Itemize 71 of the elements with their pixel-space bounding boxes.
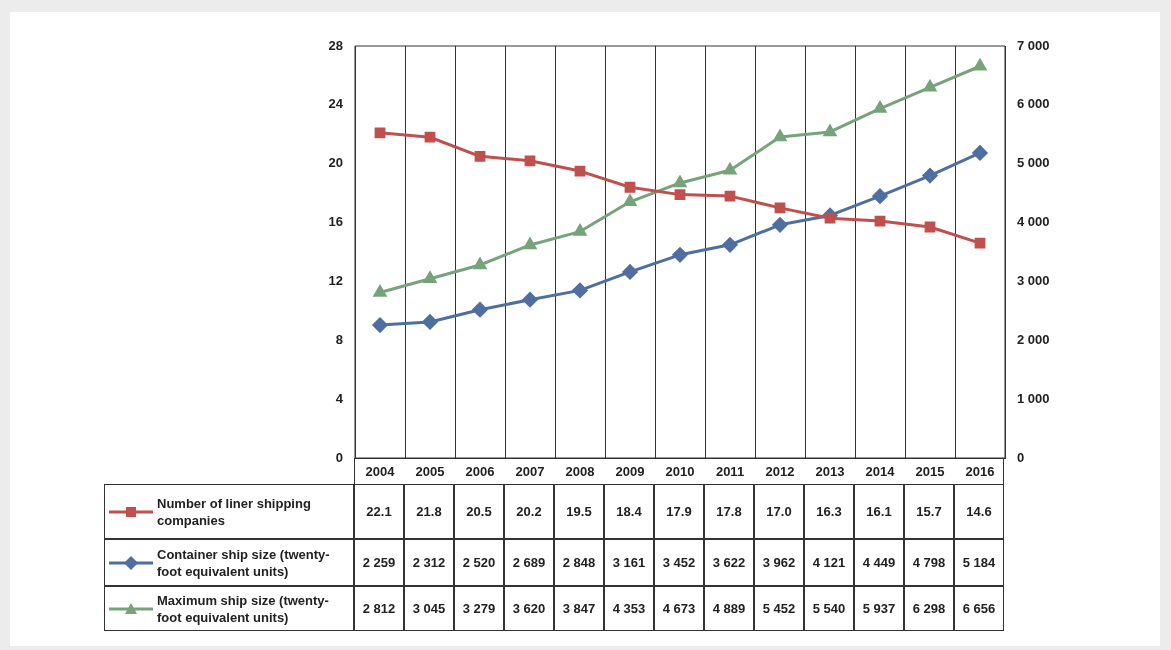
data-label: 19.5: [566, 504, 592, 519]
x-tick-label: 2007: [515, 464, 545, 480]
data-label: 16.1: [866, 504, 892, 519]
data-label: 4 353: [612, 601, 646, 616]
x-tick-label: 2012: [765, 464, 795, 480]
data-label: 5 184: [962, 555, 996, 570]
y2-tick-label: 3 000: [1017, 273, 1050, 289]
legend-label: Maximum ship size (twenty-foot equivalent units): [157, 591, 330, 626]
data-label: 3 620: [512, 601, 546, 616]
data-label: 4 121: [812, 555, 846, 570]
data-label: 2 812: [362, 601, 396, 616]
data-label: 3 452: [662, 555, 696, 570]
data-label: 2 848: [562, 555, 596, 570]
x-tick-label: 2008: [565, 464, 595, 480]
y2-tick-label: 1 000: [1017, 390, 1050, 406]
data-label: 17.9: [666, 504, 692, 519]
data-label: 3 962: [762, 555, 796, 570]
data-label: 22.1: [366, 504, 392, 519]
data-label: 21.8: [416, 504, 442, 519]
x-tick-label: 2005: [415, 464, 445, 480]
data-label: 2 312: [412, 555, 446, 570]
data-label: 3 045: [412, 601, 446, 616]
data-label: 3 279: [462, 601, 496, 616]
data-label: 2 520: [462, 555, 496, 570]
y2-tick-label: 5 000: [1017, 155, 1050, 171]
legend-label: Number of liner shipping companies: [157, 494, 312, 529]
data-label: 14.6: [966, 504, 992, 519]
data-label: 6 656: [962, 601, 996, 616]
data-label: 2 259: [362, 555, 396, 570]
y2-tick-label: 6 000: [1017, 96, 1050, 112]
x-tick-label: 2011: [715, 464, 745, 480]
y-tick-label: 8: [335, 331, 343, 347]
data-label: 17.8: [716, 504, 742, 519]
y2-tick-label: 0: [1017, 449, 1025, 465]
data-label: 20.2: [516, 504, 542, 519]
data-label: 5 540: [812, 601, 846, 616]
x-tick-label: 2009: [615, 464, 645, 480]
data-label: 3 622: [712, 555, 746, 570]
y-tick-label: 4: [335, 390, 344, 406]
data-label: 15.7: [916, 504, 942, 519]
data-label: 17.0: [766, 504, 792, 519]
data-label: 4 673: [662, 601, 696, 616]
data-label: 4 798: [912, 555, 946, 570]
x-tick-label: 2006: [465, 464, 495, 480]
y2-tick-label: 4 000: [1017, 214, 1050, 230]
x-tick-label: 2015: [915, 464, 945, 480]
y-tick-label: 16: [328, 214, 343, 230]
y-tick-label: 0: [335, 449, 343, 465]
data-label: 4 889: [712, 601, 746, 616]
x-tick-label: 2010: [665, 464, 695, 480]
y-tick-label: 28: [328, 37, 343, 53]
data-label: 3 847: [562, 601, 596, 616]
x-tick-label: 2014: [865, 464, 896, 480]
y-tick-label: 12: [328, 273, 343, 289]
y-tick-label: 20: [328, 155, 343, 171]
x-tick-label: 2013: [815, 464, 845, 480]
data-label: 16.3: [816, 504, 842, 519]
legend-label: Container ship size (twenty-foot equivalent units): [157, 545, 331, 580]
y-tick-label: 24: [328, 96, 344, 112]
y2-tick-label: 2 000: [1017, 331, 1050, 347]
y2-tick-label: 7 000: [1017, 37, 1050, 53]
data-label: 5 452: [762, 601, 796, 616]
data-label: 4 449: [862, 555, 896, 570]
x-tick-label: 2016: [965, 464, 995, 480]
data-label: 5 937: [862, 601, 896, 616]
data-label: 2 689: [512, 555, 546, 570]
data-label: 20.5: [466, 504, 492, 519]
data-label: 3 161: [612, 555, 646, 570]
data-label: 18.4: [616, 504, 642, 519]
x-tick-label: 2004: [365, 464, 396, 480]
data-label: 6 298: [912, 601, 946, 616]
